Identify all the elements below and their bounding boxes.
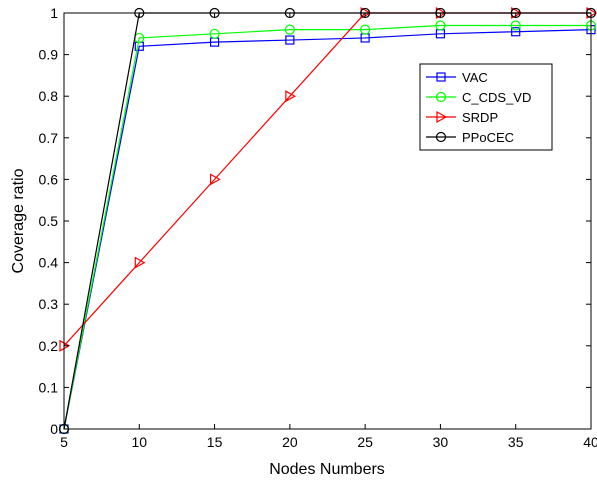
y-tick-label: 0.4 <box>39 255 59 271</box>
x-tick-label: 25 <box>357 434 373 450</box>
x-axis-label: Nodes Numbers <box>269 461 385 478</box>
data-point <box>284 24 295 35</box>
y-tick-label: 0.6 <box>39 171 59 187</box>
y-tick-label: 0.5 <box>39 213 59 229</box>
x-tick-label: 35 <box>508 434 524 450</box>
tick-layer: 5 10 15 20 25 30 35 40 0 0.1 0.2 0.3 0.4 0.5 0.6 0.7 0.8… <box>39 5 597 450</box>
data-point <box>285 90 297 103</box>
x-tick-label: 40 <box>583 434 597 450</box>
legend-label: C_CDS_VD <box>462 90 531 105</box>
y-tick-label: 0.3 <box>39 296 59 312</box>
series-line <box>63 24 591 430</box>
legend-marker <box>435 91 447 103</box>
x-tick-label: 30 <box>433 434 449 450</box>
data-point <box>360 24 371 35</box>
legend-entry: SRDP <box>426 110 498 125</box>
y-tick-label: 0.7 <box>39 130 59 146</box>
x-tick-label: 5 <box>60 434 68 450</box>
y-tick-label: 0.2 <box>39 338 59 354</box>
y-tick-label: 0.9 <box>39 47 59 63</box>
x-tick-label: 10 <box>131 434 147 450</box>
legend-marker <box>436 72 446 82</box>
legend-entry: C_CDS_VD <box>426 90 531 105</box>
y-tick-label: 0.8 <box>39 88 59 104</box>
x-tick-label: 20 <box>282 434 298 450</box>
legend-marker <box>435 131 447 143</box>
y-tick-label: 1 <box>50 5 58 21</box>
legend-entry: PPoCEC <box>426 130 514 145</box>
legend-marker <box>436 110 448 124</box>
legend-label: VAC <box>462 70 488 85</box>
y-axis-label: Coverage ratio <box>10 168 27 273</box>
y-tick-label: 0 <box>50 421 58 437</box>
data-point <box>510 20 521 31</box>
legend-label: SRDP <box>462 110 498 125</box>
data-point <box>209 28 220 39</box>
y-tick-label: 0.1 <box>39 379 59 395</box>
legend-label: PPoCEC <box>462 130 514 145</box>
legend: VAC C_CDS_VD SRDP PPoCEC <box>419 63 553 151</box>
data-point <box>435 20 446 31</box>
data-point <box>134 256 146 269</box>
legend-entry: VAC <box>426 70 488 85</box>
series-line <box>63 29 592 430</box>
x-tick-label: 15 <box>207 434 223 450</box>
data-point <box>511 27 521 37</box>
data-point <box>285 35 295 45</box>
data-point <box>209 173 221 186</box>
legend-box <box>419 63 553 151</box>
